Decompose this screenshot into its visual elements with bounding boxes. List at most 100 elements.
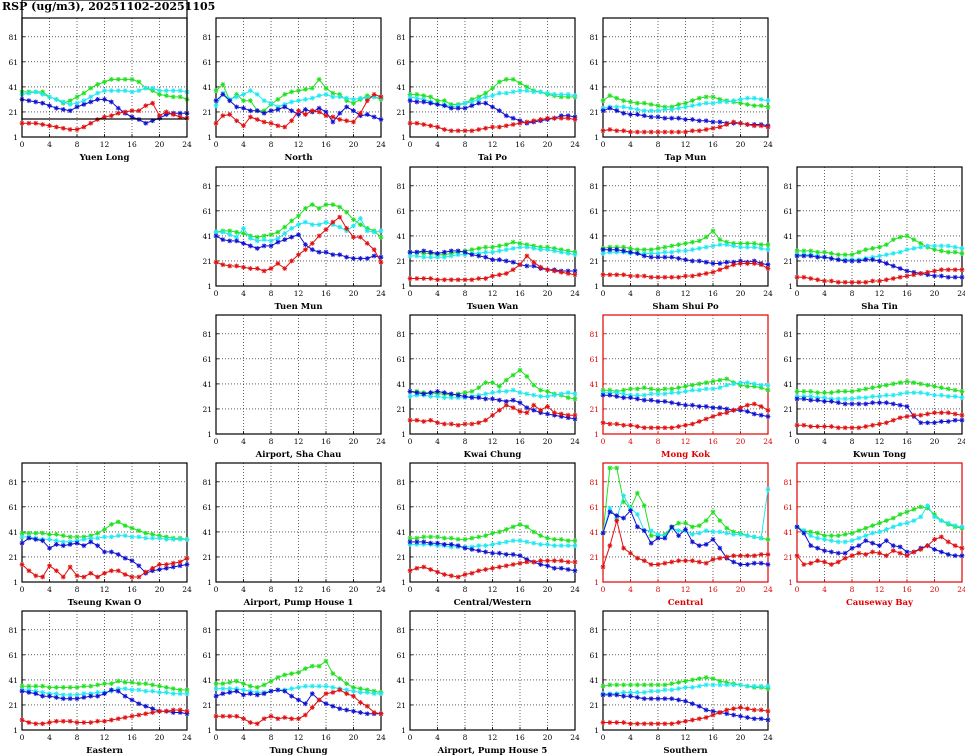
data-point-red bbox=[309, 108, 315, 114]
x-tick-label: 24 bbox=[182, 140, 192, 149]
data-point-cyan bbox=[717, 242, 723, 248]
data-point-green bbox=[822, 249, 827, 255]
x-tick-label: 4 bbox=[628, 437, 633, 446]
y-tick-label: 21 bbox=[8, 0, 18, 2]
data-point-blue bbox=[414, 99, 420, 105]
data-point-blue bbox=[758, 560, 764, 566]
data-point-red bbox=[247, 720, 253, 725]
x-tick-label: 12 bbox=[875, 289, 885, 298]
data-point-blue bbox=[952, 274, 958, 280]
data-point-green bbox=[918, 504, 924, 510]
data-point-red bbox=[170, 707, 176, 713]
data-point-cyan bbox=[531, 540, 537, 546]
x-tick-label: 12 bbox=[488, 585, 498, 594]
data-point-blue bbox=[19, 688, 25, 694]
data-point-red bbox=[959, 267, 965, 273]
data-point-red bbox=[455, 128, 461, 134]
x-tick-label: 4 bbox=[435, 585, 440, 594]
data-point-cyan bbox=[669, 249, 675, 255]
data-point-green bbox=[357, 686, 363, 692]
data-point-red bbox=[282, 266, 288, 271]
data-point-blue bbox=[676, 533, 682, 539]
station-name: Airport, Pump House 1 bbox=[243, 598, 354, 608]
data-point-cyan bbox=[289, 99, 295, 105]
data-point-cyan bbox=[911, 390, 917, 396]
data-point-green bbox=[490, 85, 495, 91]
data-point-red bbox=[558, 269, 564, 275]
data-point-blue bbox=[938, 273, 944, 279]
y-tick-label: 1 bbox=[594, 282, 599, 291]
data-point-cyan bbox=[524, 88, 530, 94]
data-point-green bbox=[744, 241, 750, 246]
data-point-red bbox=[744, 706, 750, 712]
data-point-red bbox=[877, 550, 882, 556]
data-point-red bbox=[801, 274, 807, 280]
x-tick-label: 4 bbox=[822, 437, 827, 446]
x-tick-label: 0 bbox=[795, 289, 800, 298]
data-point-cyan bbox=[621, 493, 627, 498]
data-point-green bbox=[744, 384, 750, 389]
data-point-blue bbox=[364, 112, 370, 117]
data-point-red bbox=[558, 411, 564, 417]
data-point-red bbox=[828, 424, 834, 429]
data-point-blue bbox=[822, 548, 827, 554]
data-point-blue bbox=[414, 390, 420, 396]
data-point-blue bbox=[428, 100, 434, 106]
data-point-cyan bbox=[503, 247, 509, 253]
data-point-blue bbox=[275, 687, 281, 693]
data-point-red bbox=[911, 412, 917, 418]
data-point-blue bbox=[170, 564, 176, 570]
data-point-green bbox=[441, 252, 447, 258]
data-point-green bbox=[234, 678, 240, 684]
data-point-cyan bbox=[462, 100, 468, 106]
data-point-green bbox=[316, 663, 322, 669]
data-point-cyan bbox=[81, 98, 87, 104]
data-point-red bbox=[74, 720, 80, 725]
data-point-blue bbox=[275, 107, 281, 112]
data-point-green bbox=[952, 387, 958, 393]
x-tick-label: 20 bbox=[543, 585, 553, 594]
data-point-blue bbox=[614, 692, 620, 698]
data-point-red bbox=[247, 114, 253, 120]
data-point-cyan bbox=[53, 538, 59, 544]
data-point-red bbox=[122, 572, 128, 577]
y-tick-label: 61 bbox=[589, 207, 599, 216]
data-point-blue bbox=[143, 703, 149, 709]
data-point-cyan bbox=[545, 90, 550, 96]
data-point-green bbox=[849, 252, 855, 258]
data-point-red bbox=[744, 261, 750, 266]
data-point-cyan bbox=[614, 390, 620, 396]
data-point-green bbox=[357, 222, 363, 228]
data-point-cyan bbox=[455, 395, 461, 401]
data-point-cyan bbox=[676, 105, 682, 111]
data-point-red bbox=[157, 708, 162, 714]
data-point-blue bbox=[808, 397, 814, 403]
x-tick-label: 4 bbox=[47, 733, 52, 742]
data-point-blue bbox=[607, 105, 613, 111]
data-point-green bbox=[496, 79, 502, 85]
data-point-red bbox=[102, 114, 107, 120]
data-point-red bbox=[150, 100, 156, 106]
y-tick-label: 21 bbox=[8, 108, 18, 117]
data-point-green bbox=[828, 390, 834, 396]
data-point-green bbox=[476, 94, 482, 100]
data-point-blue bbox=[26, 690, 32, 695]
data-point-red bbox=[496, 124, 502, 130]
data-point-green bbox=[794, 389, 800, 394]
data-point-red bbox=[634, 424, 640, 429]
data-point-cyan bbox=[337, 224, 343, 230]
data-point-cyan bbox=[918, 244, 924, 250]
data-point-green bbox=[19, 530, 25, 536]
data-point-blue bbox=[421, 99, 427, 105]
data-point-cyan bbox=[289, 686, 295, 692]
data-point-cyan bbox=[945, 520, 951, 526]
data-point-cyan bbox=[496, 540, 502, 546]
data-point-cyan bbox=[510, 246, 516, 251]
data-point-cyan bbox=[842, 539, 848, 545]
data-point-cyan bbox=[357, 95, 363, 101]
data-point-green bbox=[476, 534, 482, 540]
y-tick-label: 61 bbox=[202, 651, 212, 660]
data-point-green bbox=[150, 88, 156, 94]
